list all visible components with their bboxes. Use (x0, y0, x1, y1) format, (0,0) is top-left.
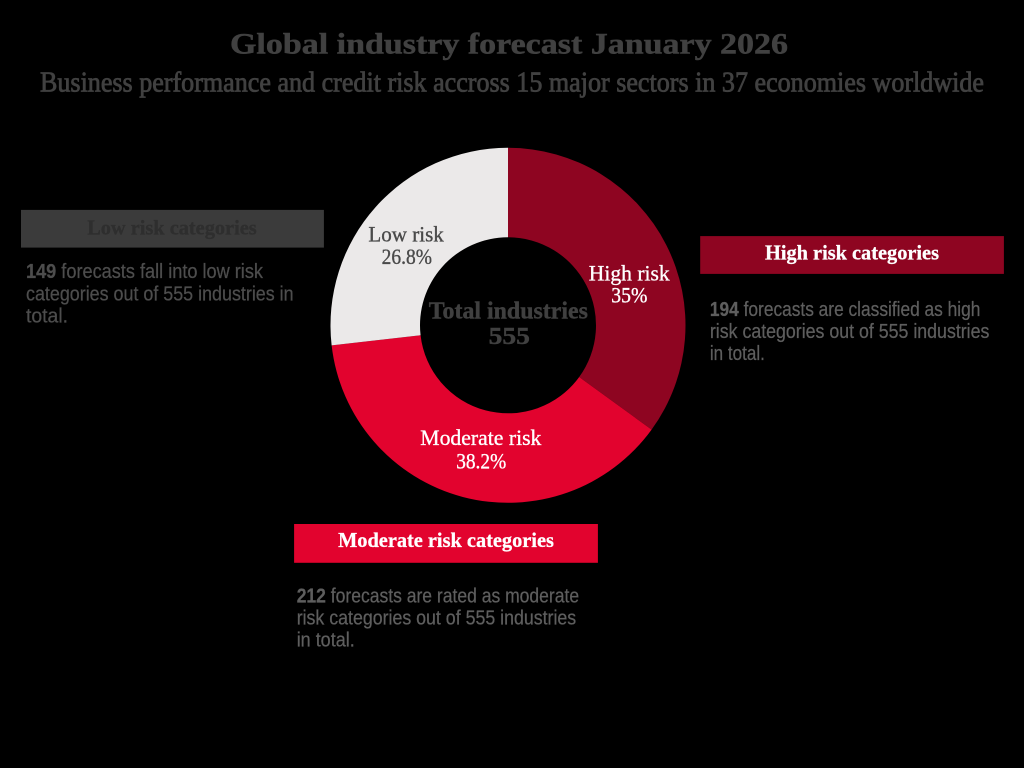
svg-text:in total.: in total. (297, 629, 355, 651)
svg-text:212 forecasts are rated as mod: 212 forecasts are rated as moderate (297, 586, 579, 608)
svg-text:Business performance and credi: Business performance and credit risk acc… (40, 66, 984, 98)
svg-text:risk categories out of 555 ind: risk categories out of 555 industries (710, 321, 990, 343)
svg-text:Low risk: Low risk (368, 221, 443, 246)
svg-text:26.8%: 26.8% (382, 244, 432, 269)
svg-text:Moderate risk: Moderate risk (420, 425, 541, 450)
svg-text:35%: 35% (611, 283, 647, 308)
svg-text:38.2%: 38.2% (456, 448, 506, 473)
svg-text:total.: total. (26, 306, 68, 328)
svg-text:High risk: High risk (589, 260, 670, 285)
svg-text:555: 555 (489, 324, 530, 350)
svg-text:High risk categories: High risk categories (765, 241, 939, 265)
svg-text:194 forecasts are classified a: 194 forecasts are classified as high (710, 299, 981, 321)
svg-text:Moderate risk categories: Moderate risk categories (338, 528, 554, 552)
svg-text:categories out of 555 industri: categories out of 555 industries in (26, 283, 294, 305)
svg-text:risk categories out of 555 ind: risk categories out of 555 industries (297, 608, 577, 630)
svg-text:Global industry forecast Janua: Global industry forecast January 2026 (230, 28, 788, 61)
svg-text:Total industries: Total industries (429, 299, 588, 325)
svg-text:in total.: in total. (710, 343, 765, 365)
svg-text:149 forecasts fall into low ri: 149 forecasts fall into low risk (26, 261, 264, 283)
svg-text:Low risk categories: Low risk categories (87, 216, 257, 240)
